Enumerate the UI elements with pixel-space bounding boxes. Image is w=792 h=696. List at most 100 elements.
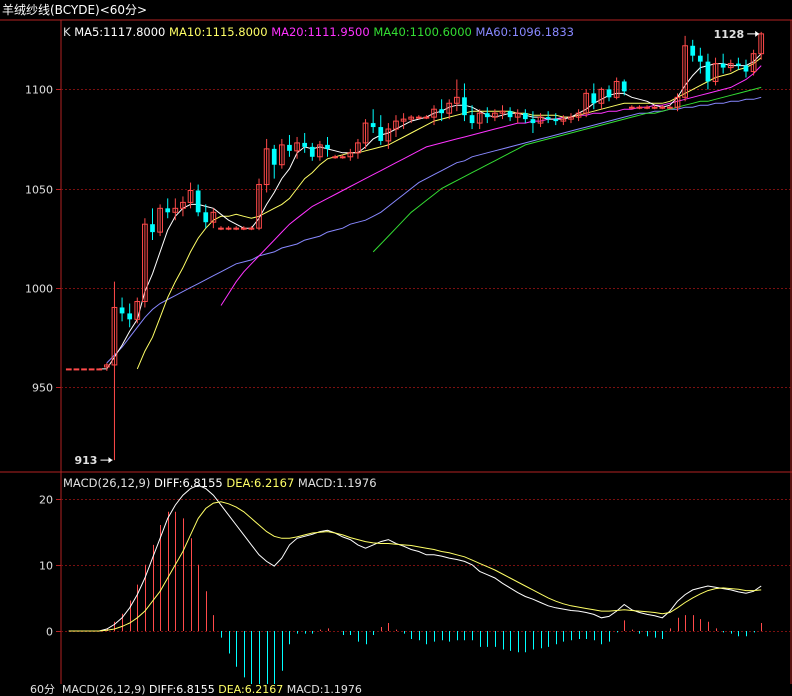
candle-body: [697, 55, 703, 62]
candle-body: [606, 89, 612, 98]
candle-body: [400, 118, 407, 122]
macd-dea-line: [68, 501, 762, 632]
candle-body: [736, 63, 741, 66]
candle-body: [651, 106, 658, 109]
candle-body: [256, 184, 262, 229]
candle-body: [240, 227, 247, 230]
candle-body: [469, 115, 475, 124]
ma20-line: [220, 65, 762, 306]
price-legend: K MA5:1117.8000 MA10:1115.8000 MA20:1111…: [63, 25, 574, 39]
ma40-line: [372, 86, 762, 253]
candle-body: [157, 207, 163, 233]
macd-legend-item: MACD:1.1976: [298, 476, 377, 490]
candle-body: [263, 148, 270, 186]
candle-body: [150, 224, 155, 233]
candle-body: [134, 301, 141, 320]
macd-diff-line: [68, 484, 762, 632]
candle-body: [73, 368, 80, 371]
price-tick-label: 950: [32, 382, 53, 395]
candle-body: [758, 33, 765, 55]
macd-legend-item: DEA:6.2167: [226, 476, 298, 490]
candle-body: [195, 190, 201, 213]
macd-tick-label: 10: [39, 560, 53, 573]
candle-body: [309, 146, 315, 157]
macd-legend-item: DIFF:6.8155: [154, 476, 226, 490]
candle-body: [325, 144, 330, 149]
candle-body: [187, 189, 194, 203]
candle-body: [96, 368, 103, 371]
candle-body: [499, 110, 506, 114]
candle-body: [378, 127, 384, 141]
macd-legend-item: MACD(26,12,9): [63, 476, 154, 490]
candle-body: [537, 116, 544, 124]
candle-body: [271, 148, 277, 165]
candle-body: [659, 106, 666, 109]
candle-body: [674, 96, 681, 108]
candle-body: [598, 88, 605, 104]
macd-legend: MACD(26,12,9) DIFF:6.8155 DEA:6.2167 MAC…: [63, 476, 377, 490]
candle-body: [431, 108, 437, 118]
candle-body: [545, 117, 551, 120]
candle-body: [339, 156, 346, 159]
candle-body: [514, 112, 521, 118]
candle-body: [408, 116, 415, 120]
candle-body: [628, 106, 635, 109]
max-price-label: 1128: [714, 28, 745, 41]
min-price-label: 913: [74, 454, 97, 467]
bottom-dea: DEA:6.2167: [218, 683, 284, 696]
legend-ma60: MA60:1096.1833: [476, 25, 575, 39]
legend-ma20: MA20:1111.9500: [271, 25, 373, 39]
candle-body: [591, 93, 597, 104]
candle-body: [355, 142, 361, 154]
candle-body: [423, 116, 430, 119]
candle-body: [142, 223, 148, 303]
candle-body: [287, 144, 292, 151]
bottom-macd: MACD:1.1976: [286, 683, 362, 696]
legend-ma40: MA40:1100.6000: [373, 25, 475, 39]
candle-body: [621, 81, 627, 92]
candle-body: [636, 106, 643, 109]
candle-body: [203, 212, 209, 223]
candle-body: [393, 120, 399, 130]
candle-body: [332, 156, 338, 159]
candle-body: [462, 97, 467, 116]
candle-body: [294, 142, 300, 152]
candle-body: [507, 111, 513, 118]
macd-tick-label: 0: [46, 626, 53, 639]
bottom-status-bar: 60分 MACD(26,12,9) DIFF:6.8155 DEA:6.2167…: [0, 684, 792, 696]
candle-body: [248, 227, 255, 230]
price-tick-label: 1100: [25, 84, 53, 97]
window-title: 羊绒纱线(BCYDE)<60分>: [2, 3, 148, 17]
candle-body: [492, 112, 498, 118]
candle-body: [522, 113, 528, 120]
candle-body: [347, 152, 354, 158]
extreme-marker-arrow: [108, 457, 113, 464]
candle-body: [225, 227, 232, 230]
candle-body: [172, 207, 179, 213]
candle-body: [530, 119, 536, 124]
candle-body: [446, 102, 453, 114]
candle-body: [439, 109, 444, 114]
candle-body: [302, 142, 308, 147]
candle-body: [278, 144, 285, 166]
candle-body: [613, 80, 620, 98]
candle-body: [644, 106, 650, 109]
candle-body: [119, 307, 125, 314]
candle-body: [233, 227, 240, 230]
candle-body: [65, 368, 72, 371]
candle-body: [415, 116, 422, 119]
candle-body: [690, 45, 696, 56]
candle-body: [583, 92, 590, 114]
candle-body: [750, 53, 757, 73]
legend-ma10: MA10:1115.8000: [169, 25, 271, 39]
candle-body: [667, 106, 673, 109]
candle-body: [88, 368, 95, 371]
candle-body: [385, 128, 392, 142]
candle-body: [705, 61, 711, 82]
period-label: 60分: [30, 683, 55, 696]
candle-body: [165, 208, 171, 213]
candle-body: [720, 63, 726, 68]
candle-body: [743, 65, 749, 72]
candle-body: [218, 227, 224, 230]
